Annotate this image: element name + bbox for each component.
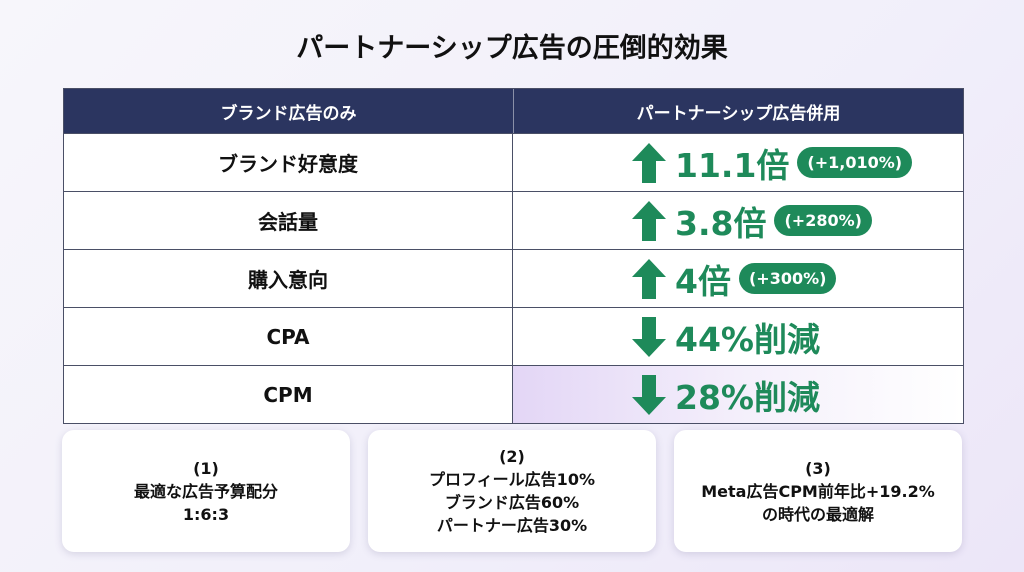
metric: 購入意向: [64, 250, 513, 307]
result: 28%削減: [675, 377, 820, 417]
result: 4倍: [675, 261, 731, 301]
detail-pill: (+1,010%): [797, 147, 913, 178]
header-cell: ブランド広告のみ: [64, 89, 514, 133]
table: ブランド広告のみ パートナーシップ広告併用 ブランド好意度 11.1倍 (+1,010%…: [63, 88, 964, 424]
result: 11.1倍: [675, 145, 790, 185]
metric: ブランド好意度: [64, 134, 513, 191]
result-cell: 4倍 (+300%): [513, 250, 963, 307]
detail-pill: (+300%): [738, 263, 837, 294]
header-cell: パートナーシップ広告併用: [636, 103, 841, 124]
result-cell: 44%削減: [513, 308, 963, 365]
result-cell: 3.8倍 (+280%): [513, 192, 963, 249]
card-line: (1): [193, 458, 219, 478]
table-row: 購入意向 4倍 (+300%): [64, 249, 963, 307]
card-line: (2): [499, 447, 525, 466]
metric: CPM: [64, 366, 513, 423]
table-row: 会話量 3.8倍 (+280%): [64, 191, 963, 249]
card: (1) 最適な広告予算配分 1:6:3: [62, 430, 350, 552]
table-row: CPM 28%削減: [64, 365, 963, 423]
metric: 会話量: [64, 192, 513, 249]
card-line: 1:6:3: [182, 504, 230, 524]
arrow-down: [632, 374, 666, 415]
table-row: CPA 44%削減: [64, 307, 963, 365]
result: 44%削減: [675, 319, 820, 359]
card-line: (3): [805, 458, 831, 478]
arrow-up: [632, 200, 666, 241]
metric: CPA: [64, 308, 513, 365]
card-line: Meta広告CPM前年比+19.2%: [701, 481, 935, 501]
arrow-down: [632, 316, 666, 357]
result-cell: 11.1倍 (+1,010%): [513, 134, 963, 191]
title: パートナーシップ広告の圧倒的効果: [296, 33, 728, 64]
card-line: の時代の最適解: [761, 504, 874, 524]
header-row: ブランド広告のみ パートナーシップ広告併用: [64, 89, 963, 133]
card-line: パートナー広告30%: [436, 516, 588, 535]
arrow-up: [632, 258, 666, 299]
card: (2) プロフィール広告10% ブランド広告60% パートナー広告30%: [368, 430, 656, 552]
card-line: プロフィール広告10%: [429, 470, 595, 489]
arrow-up: [632, 142, 666, 183]
card: (3) Meta広告CPM前年比+19.2% の時代の最適解: [674, 430, 962, 552]
card-line: 最適な広告予算配分: [133, 481, 278, 501]
detail-pill: (+280%): [774, 205, 872, 236]
card-line: ブランド広告60%: [444, 493, 580, 512]
result-cell: 28%削減: [513, 366, 963, 423]
table-row: ブランド好意度 11.1倍 (+1,010%): [64, 133, 963, 191]
result: 3.8倍: [675, 203, 767, 243]
